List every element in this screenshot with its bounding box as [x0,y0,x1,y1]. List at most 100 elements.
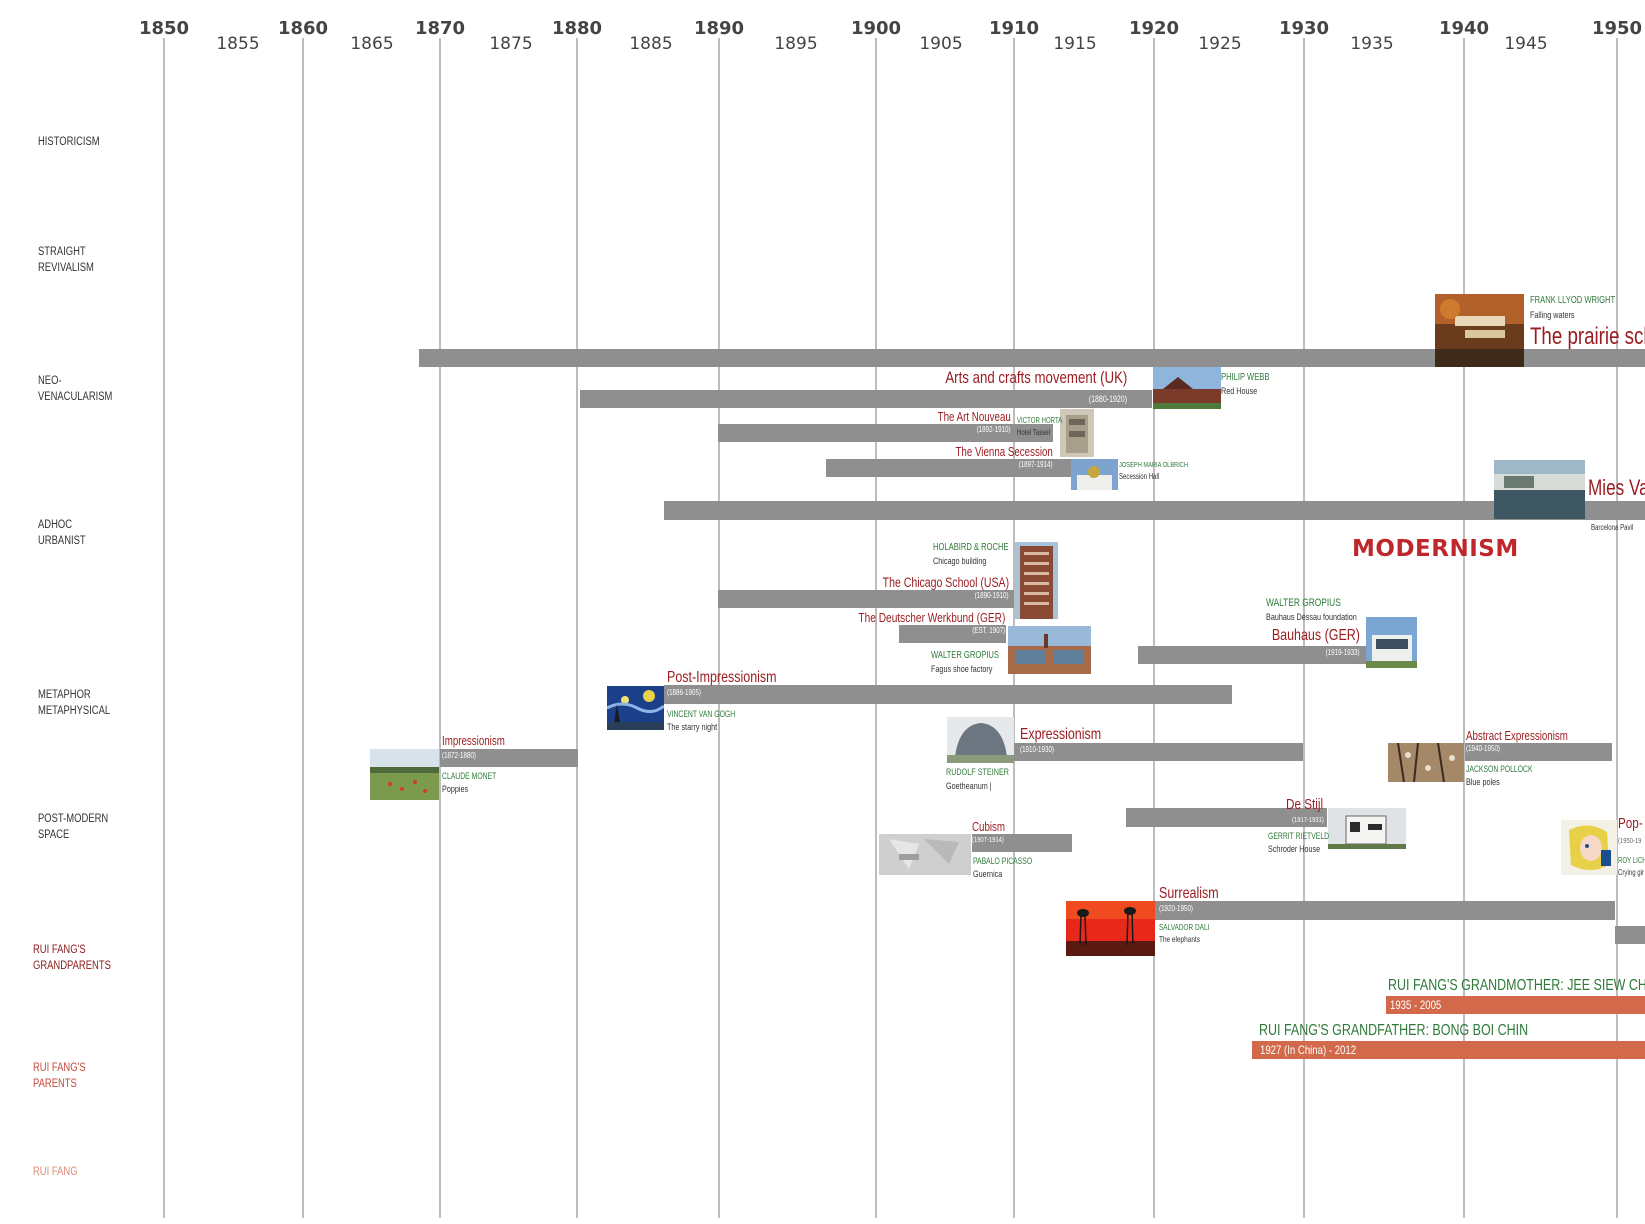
cubism-dates: (1907-1914) [972,835,1004,844]
bar-grandmother [1386,996,1645,1014]
chicago-school-dates: (1890-1910) [974,591,1009,600]
row-label-metaphor-metaphysical: METAPHOR METAPHYSICAL [38,689,111,717]
row-label-rui-fang: RUI FANG [33,1166,78,1178]
row-label-parents: RUI FANG'S PARENTS [33,1062,86,1090]
bauhaus-title: Bauhaus (GER) [1271,627,1360,644]
bauhaus-dessau-thumbnail [1366,617,1417,668]
bar-art-nouveau [718,424,1053,442]
de-stijl-title: De Stijl [1286,796,1324,813]
pop-art-person: ROY LICH [1618,856,1645,865]
pop-art-dates: (1950-19 [1618,836,1642,845]
bar-chicago-school [718,590,1014,608]
tick-label-1910: 1910 [988,18,1040,39]
barcelona-pavilion-thumbnail [1494,460,1585,519]
bar-cubism [972,834,1072,852]
art-nouveau-title: The Art Nouveau [937,410,1011,424]
tick-label-1945: 1945 [1504,34,1548,54]
bar-abstract-expressionism [1465,743,1612,761]
abstract-expressionism-dates: (1940-1950) [1466,744,1501,753]
gridline-1850 [163,38,165,1218]
grandmother-name: RUI FANG'S GRANDMOTHER: JEE SIEW CHIN [1388,977,1645,994]
pop-art-title: Pop- [1618,815,1643,832]
gridline-1880 [576,38,578,1218]
tick-label-1930: 1930 [1278,18,1330,39]
arts-crafts-title: Arts and crafts movement (UK) [944,368,1127,387]
pop-art-work: Crying gir [1618,868,1645,877]
post-impressionism-dates: (1886-1905) [667,688,702,697]
abstract-expressionism-work: Blue poles [1466,777,1500,788]
vienna-person: JOSEPH MARIA OLBRICH [1119,460,1189,469]
guernica-thumbnail [879,834,971,875]
row-label-post-modern-space: POST-MODERN SPACE [38,813,109,841]
de-stijl-person: GERRIT RIETVELD [1268,831,1330,841]
tick-label-1950: 1950 [1591,18,1643,39]
gridline-1900 [875,38,877,1218]
row-label-adhoc-urbanist: ADHOC URBANIST [38,519,86,547]
row-label-historicism: HISTORICISM [38,136,100,148]
bauhaus-work: Bauhaus Dessau foundation [1266,612,1357,623]
bauhaus-person: WALTER GROPIUS [1266,597,1341,609]
gridline-1860 [302,38,304,1218]
tick-label-1880: 1880 [551,18,603,39]
surrealism-dates: (1920-1950) [1159,904,1194,913]
bar-vienna-secession [826,459,1072,477]
abstract-expressionism-title: Abstract Expressionism [1466,729,1568,743]
bar-post-impressionism [664,685,1232,704]
art-nouveau-person: VICTOR HORTA [1017,416,1063,425]
chicago-person: HOLABIRD & ROCHE [933,542,1009,553]
expressionism-person: RUDOLF STEINER [946,767,1009,778]
bar-impressionism [440,749,578,767]
werkbund-person: WALTER GROPIUS [931,650,999,661]
surrealism-person: SALVADOR DALI [1159,922,1210,932]
tick-label-1925: 1925 [1198,34,1242,54]
expressionism-work: Goetheanum | [946,781,992,792]
bar-arts-and-crafts [580,390,1152,408]
impressionism-work: Poppies [442,784,469,795]
werkbund-dates: (EST. 1907) [972,626,1005,635]
bar-continuation [1615,926,1645,944]
blue-poles-thumbnail [1388,743,1464,782]
art-nouveau-dates: (1892-1910) [976,425,1011,434]
starry-night-thumbnail [607,686,664,730]
bar-deutscher-werkbund [899,625,1006,643]
cubism-person: PABALO PICASSO [973,856,1033,866]
prairie-school-title: The prairie scho [1530,323,1645,350]
de-stijl-dates: (1917-1931) [1292,815,1324,824]
werkbund-work: Fagus shoe factory [931,664,993,675]
mies-title: Mies Va [1588,475,1645,500]
tick-label-1920: 1920 [1128,18,1180,39]
mies-work: Barcelona Pavil [1591,523,1634,532]
gridline-1930 [1303,38,1305,1218]
expressionism-dates: (1910-1930) [1020,745,1055,754]
vienna-secession-title: The Vienna Secession [955,445,1053,459]
tick-label-1905: 1905 [919,34,963,54]
chicago-work: Chicago building [933,556,987,567]
tick-label-1900: 1900 [850,18,902,39]
gridline-1950 [1616,38,1618,1218]
schroder-house-thumbnail [1328,808,1406,849]
prairie-work: Falling waters [1530,310,1575,321]
gridline-1940 [1463,38,1465,1218]
impressionism-title: Impressionism [442,734,505,748]
post-impressionism-title: Post-Impressionism [667,669,777,686]
bar-prairie-school [419,349,1645,367]
cubism-work: Guernica [973,869,1003,880]
arts-crafts-person: PHILIP WEBB [1221,372,1270,383]
de-stijl-work: Schroder House [1268,844,1321,855]
bar-de-stijl [1126,808,1327,827]
tick-label-1940: 1940 [1438,18,1490,39]
tick-label-1895: 1895 [774,34,818,54]
gridline-1890 [718,38,720,1218]
bar-bauhaus [1138,646,1367,664]
crying-girl-thumbnail [1561,820,1617,875]
modernism-headline: MODERNISM [1352,536,1519,562]
werkbund-title: The Deutscher Werkbund (GER) [858,610,1005,625]
chicago-building-thumbnail [1015,542,1058,619]
art-nouveau-work: Hotel Tassel [1017,428,1051,437]
elephants-thumbnail [1066,901,1155,956]
surrealism-title: Surrealism [1159,885,1219,902]
bar-adhoc-modernism [664,501,1645,520]
vienna-work: Secession Hall [1119,472,1160,481]
secession-hall-thumbnail [1071,459,1118,490]
